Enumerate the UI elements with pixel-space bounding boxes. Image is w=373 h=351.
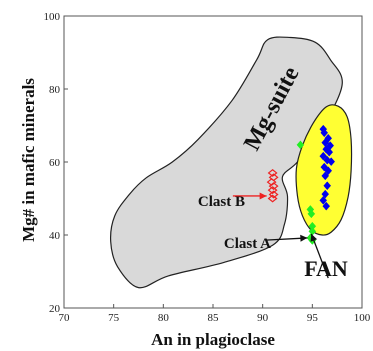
x-tick-label: 80 [158,312,170,324]
x-tick-label: 85 [208,312,220,324]
blue-diamond-point [320,128,329,138]
red-open-diamond-point [267,168,278,177]
clast-a-label: Clast A [224,236,271,252]
blue-diamond-point [322,201,331,211]
blue-diamond-point [324,166,333,176]
blue-diamond-point [327,157,336,167]
blue-diamond-point [321,171,330,181]
red-open-diamond-point [267,186,278,195]
red-open-diamond-point [266,178,277,187]
green-diamond-point [307,209,316,219]
x-tick-label: 75 [108,312,120,324]
x-tick-label: 70 [59,312,71,324]
x-axis-title: An in plagioclase [151,330,275,349]
blue-diamond-point [323,181,332,191]
x-tick-label: 90 [257,312,269,324]
y-tick-label: 100 [44,11,61,23]
clast-a-arrowhead [300,234,308,242]
red-open-diamond-point [268,190,279,199]
fan-arrowhead [310,233,318,242]
x-tick-label: 95 [307,312,319,324]
blue-diamond-point [325,147,334,157]
mg-suite-region [109,36,343,289]
y-axis-title: Mg# in mafic minerals [19,78,38,242]
red-open-diamond-point [268,182,279,191]
x-tick-label: 100 [354,312,371,324]
blue-diamond-point [319,195,328,205]
y-tick-label: 60 [49,157,61,169]
clast-b-arrowhead [259,192,267,200]
fan-arrow [310,233,329,279]
clast-b-label: Clast B [198,194,245,210]
ticks-layer: 70 75 80 85 90 95 100 20 40 60 80 100 [44,11,371,324]
y-tick-label: 40 [49,230,61,242]
blue-diamond-point [319,151,328,161]
arrows-layer [232,192,329,279]
blue-diamond-point [321,189,330,199]
y-tick-label: 80 [49,84,61,96]
fan-label: FAN [304,256,348,281]
red-open-diamond-point [267,194,278,203]
y-tick-label: 20 [49,303,61,315]
green-diamond-point [296,140,305,150]
markers-layer [266,124,336,245]
